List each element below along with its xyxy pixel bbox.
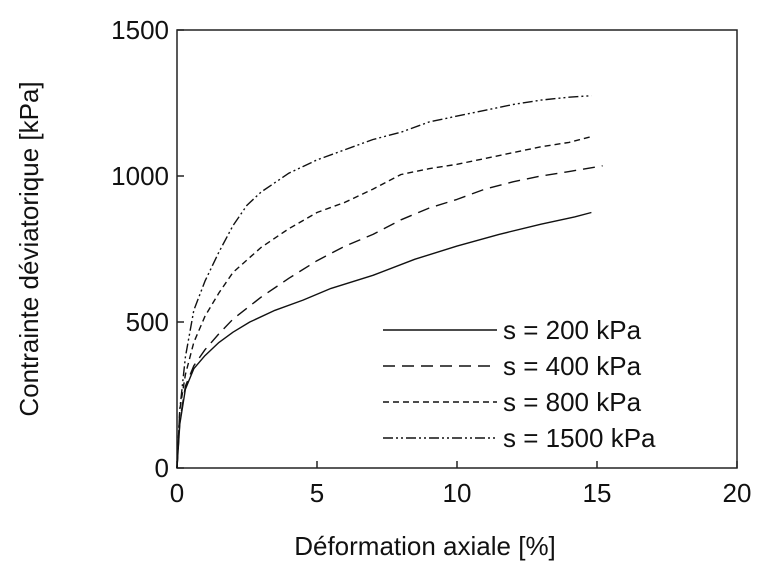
y-tick-label: 1000 bbox=[111, 161, 169, 191]
x-tick-label: 20 bbox=[723, 478, 752, 508]
y-tick-label: 1500 bbox=[111, 15, 169, 45]
legend-label-4: s = 1500 kPa bbox=[503, 423, 656, 453]
series-line-3 bbox=[176, 135, 592, 469]
x-tick-label: 0 bbox=[170, 478, 184, 508]
x-tick-label: 10 bbox=[443, 478, 472, 508]
tick-labels: 0 5 10 15 20 0 500 1000 1500 bbox=[111, 15, 751, 508]
y-axis-label: Contrainte déviatorique [kPa] bbox=[14, 81, 44, 416]
x-tick-label: 15 bbox=[583, 478, 612, 508]
y-tick-label: 0 bbox=[155, 453, 169, 483]
legend-label-2: s = 400 kPa bbox=[503, 351, 642, 381]
y-tick-label: 500 bbox=[126, 307, 169, 337]
series-line-4 bbox=[176, 95, 592, 469]
legend: s = 200 kPa s = 400 kPa s = 800 kPa s = 150… bbox=[383, 315, 656, 453]
series-layer bbox=[176, 95, 603, 469]
x-axis-label: Déformation axiale [%] bbox=[294, 531, 556, 561]
legend-label-1: s = 200 kPa bbox=[503, 315, 642, 345]
series-line-2 bbox=[176, 165, 603, 469]
legend-label-3: s = 800 kPa bbox=[503, 387, 642, 417]
x-tick-label: 5 bbox=[310, 478, 324, 508]
series-line-1 bbox=[176, 211, 592, 469]
